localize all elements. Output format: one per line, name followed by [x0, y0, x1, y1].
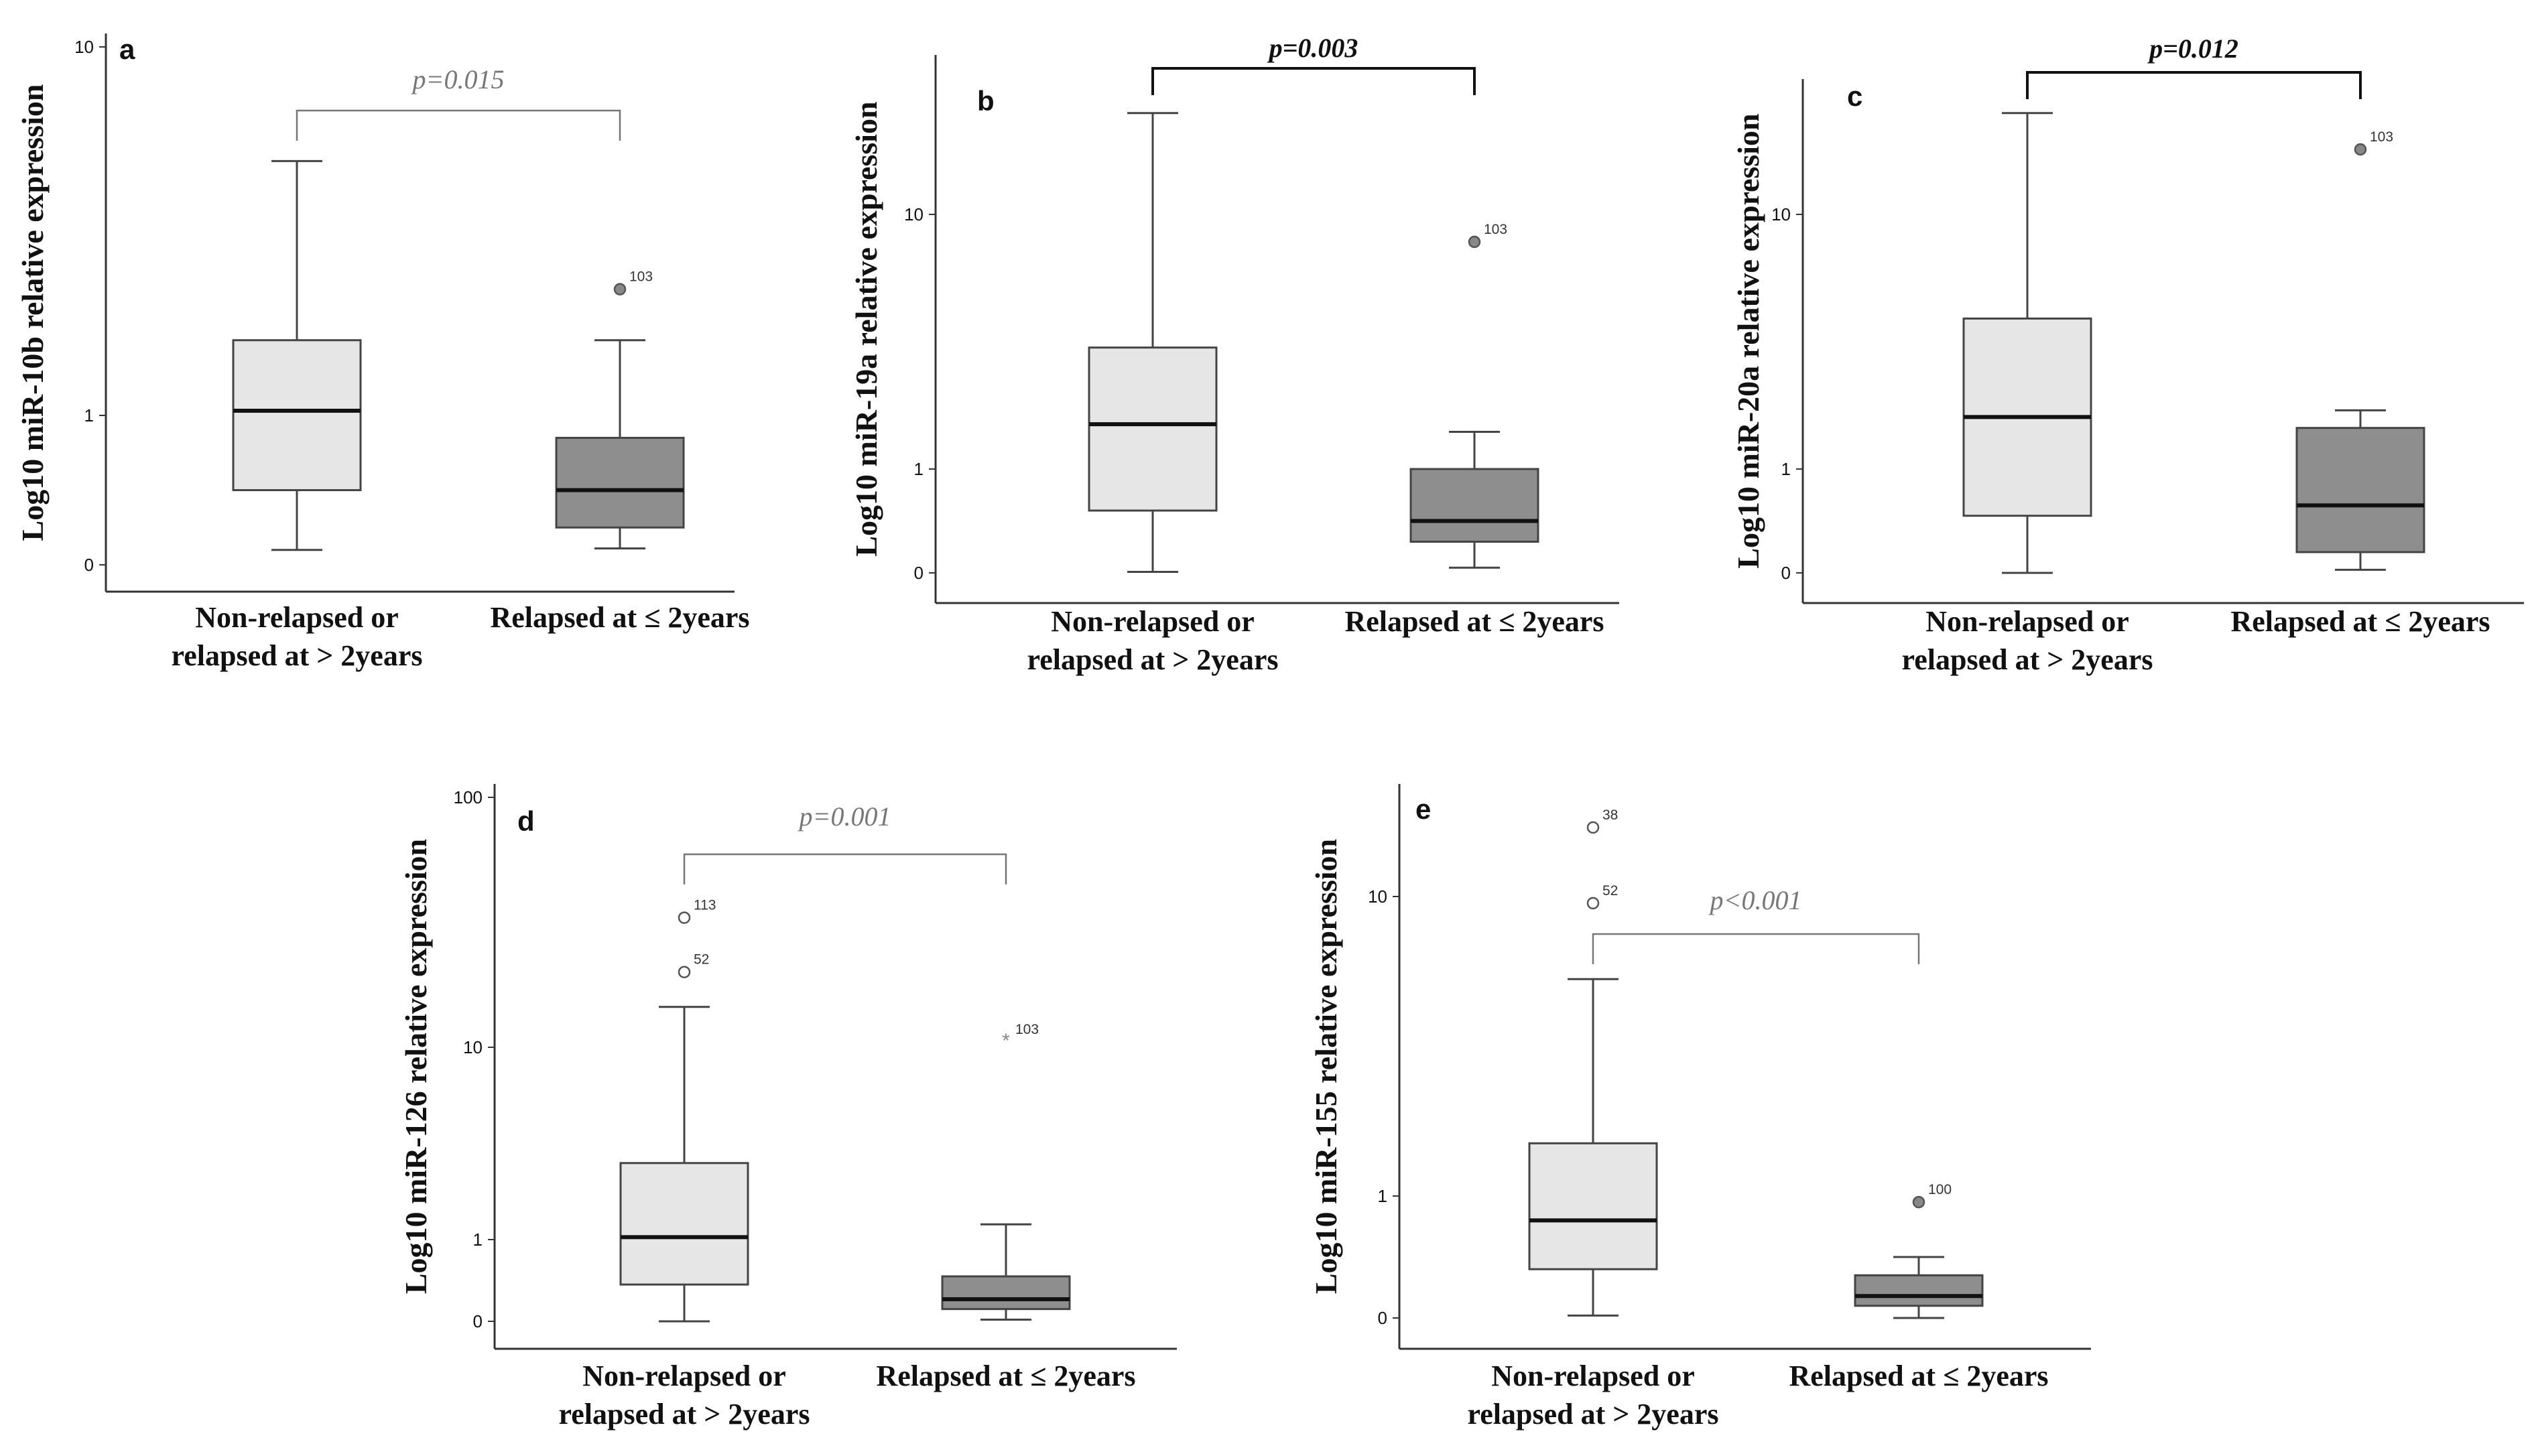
box-group-0	[1962, 112, 2092, 574]
box-group-0	[1088, 112, 1218, 573]
y-tick-label: 0	[84, 555, 94, 575]
box-group-1	[1409, 430, 1539, 569]
panel-d: 0 1 10 100 d Log10 miR-126 relative expressio…	[399, 784, 1177, 1431]
outlier-point	[1586, 821, 1600, 834]
p-value-label: p<0.001	[1708, 885, 1802, 915]
box-iqr	[1854, 1274, 1984, 1307]
panel-letter: e	[1415, 793, 1431, 825]
box-group-0	[232, 159, 362, 551]
x-category-label: Non-relapsed or	[1925, 605, 2129, 638]
y-axis-label: Log10 miR-20a relative expression	[1731, 113, 1765, 568]
outlier-label: 52	[694, 952, 709, 968]
x-category-label: Relapsed at ≤ 2years	[876, 1360, 1135, 1392]
outlier-label: 103	[1015, 1022, 1039, 1037]
significance-bracket	[1151, 67, 1476, 95]
box-iqr	[941, 1275, 1071, 1311]
significance-bracket	[683, 853, 1007, 884]
x-category-label: Non-relapsed or	[1491, 1360, 1695, 1392]
outlier-point	[1912, 1195, 1925, 1209]
y-tick-label: 10	[1368, 886, 1387, 907]
significance-bracket	[2026, 71, 2362, 99]
outlier-label: 100	[1928, 1182, 1952, 1197]
panel-e: 0 1 10 e Log10 miR-155 relative expression 38…	[1309, 784, 2091, 1431]
box-group-1	[2295, 409, 2425, 571]
y-tick-label: 0	[914, 563, 924, 583]
y-tick-label: 1	[1378, 1186, 1387, 1206]
outlier-label: 103	[2370, 129, 2393, 145]
outlier-point: *	[1002, 1030, 1010, 1052]
significance-bracket	[1592, 933, 1920, 964]
y-tick-label: 0	[473, 1311, 483, 1331]
panel-letter: c	[1847, 80, 1862, 112]
box-group-1	[941, 1223, 1071, 1321]
box-group-0	[1528, 978, 1658, 1317]
x-category-label: Non-relapsed or	[1051, 605, 1255, 638]
panel-letter: b	[977, 85, 995, 117]
x-category-label: relapsed at > 2years	[1027, 643, 1279, 676]
x-category-label: Relapsed at ≤ 2years	[1789, 1360, 2048, 1392]
box-iqr	[1528, 1142, 1658, 1270]
y-tick-label: 10	[904, 204, 924, 224]
y-tick-label: 10	[74, 37, 94, 57]
outlier-label: 103	[1484, 222, 1507, 237]
outlier-point	[613, 283, 627, 295]
box-iqr	[1409, 468, 1539, 543]
panel-letter: a	[119, 34, 135, 65]
outlier-point	[678, 911, 691, 924]
significance-bracket	[296, 109, 621, 141]
y-tick-label: 0	[1378, 1308, 1387, 1328]
y-axis-label: Log10 miR-155 relative expression	[1309, 839, 1343, 1294]
outlier-label: 103	[629, 269, 653, 285]
x-category-label: Non-relapsed or	[195, 601, 399, 634]
x-category-label: Relapsed at ≤ 2years	[2230, 605, 2490, 638]
outlier-point	[1468, 235, 1481, 249]
x-category-label: Relapsed at ≤ 2years	[490, 601, 749, 634]
box-group-1	[555, 339, 685, 549]
p-value-label: p=0.012	[2147, 34, 2238, 64]
box-iqr	[2295, 427, 2425, 553]
p-value-label: p=0.015	[411, 64, 505, 94]
outlier-label: 38	[1602, 807, 1618, 823]
panel-a: 0 1 10 a Log10 miR-10b relative expression 10…	[15, 34, 750, 672]
y-axis-label: Log10 miR-10b relative expression	[15, 84, 50, 541]
y-tick-label: 0	[1781, 563, 1791, 583]
y-tick-label: 100	[454, 787, 483, 807]
y-tick-label: 1	[84, 405, 94, 425]
p-value-label: p=0.003	[1267, 33, 1358, 63]
y-tick-label: 10	[463, 1037, 483, 1057]
outlier-point	[1586, 897, 1600, 910]
outlier-label: 113	[694, 898, 716, 913]
box-iqr	[619, 1162, 749, 1286]
x-category-label: relapsed at > 2years	[172, 639, 423, 672]
y-axis-label: Log10 miR-19a relative expression	[849, 101, 883, 556]
outlier-label: 52	[1602, 883, 1618, 899]
y-axis-label: Log10 miR-126 relative expression	[399, 839, 433, 1294]
y-tick-label: 1	[1781, 459, 1791, 479]
panel-b: 0 1 10 b Log10 miR-19a relative expression 10…	[849, 33, 1619, 676]
x-category-label: Relapsed at ≤ 2years	[1344, 605, 1604, 638]
x-category-label: relapsed at > 2years	[1468, 1398, 1719, 1431]
outlier-point	[2354, 143, 2367, 156]
box-iqr	[555, 436, 685, 529]
y-tick-label: 10	[1771, 204, 1791, 224]
box-iqr	[1088, 346, 1218, 512]
box-group-0	[619, 1006, 749, 1323]
outlier-point	[678, 966, 691, 978]
panel-c: 0 1 10 c Log10 miR-20a relative expression 10…	[1731, 34, 2524, 676]
y-tick-label: 1	[473, 1230, 483, 1250]
y-tick-label: 1	[914, 459, 924, 479]
x-category-label: relapsed at > 2years	[559, 1398, 810, 1431]
panel-letter: d	[517, 805, 535, 837]
box-group-1	[1854, 1256, 1984, 1319]
box-iqr	[232, 339, 362, 491]
p-value-label: p=0.001	[798, 801, 891, 832]
x-category-label: Non-relapsed or	[582, 1360, 786, 1392]
x-category-label: relapsed at > 2years	[1902, 643, 2153, 676]
